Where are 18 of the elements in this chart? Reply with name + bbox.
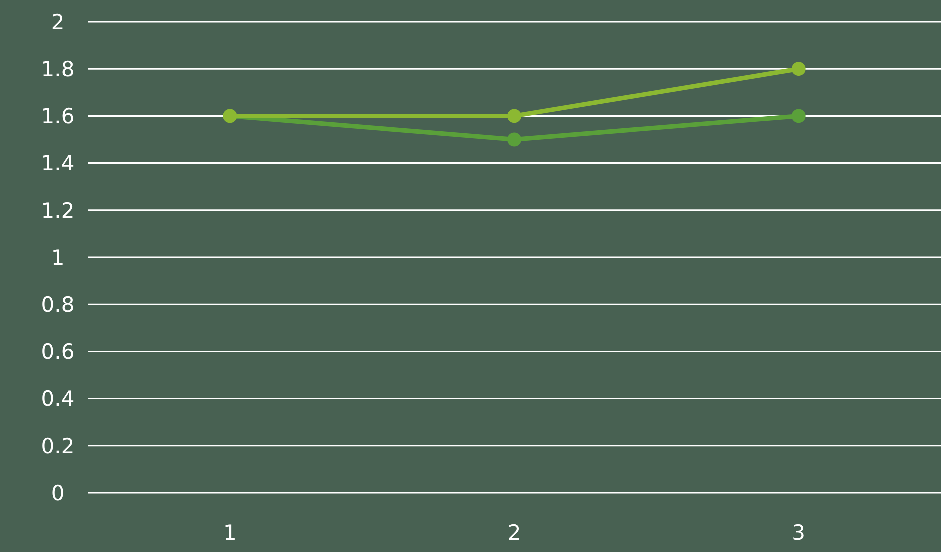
y-tick-label: 0.2	[41, 434, 75, 458]
y-tick-label: 0	[51, 481, 65, 506]
point	[508, 132, 522, 147]
point	[792, 62, 806, 76]
y-tick-label: 1.8	[41, 57, 75, 82]
y-tick-label: 1.4	[41, 152, 75, 176]
x-tick-label: 1	[223, 521, 237, 545]
y-tick-label: 1.6	[41, 104, 75, 129]
x-tick-label: 3	[792, 521, 806, 545]
x-tick-label: 2	[508, 521, 522, 545]
y-tick-label: 1.2	[41, 198, 75, 223]
y-tick-label: 1	[51, 246, 65, 270]
y-tick-label: 2	[51, 10, 65, 34]
y-tick-label: 0.6	[41, 340, 75, 364]
y-tick-label: 0.8	[41, 292, 75, 317]
point	[792, 109, 806, 124]
point	[508, 109, 522, 124]
y-tick-label: 0.4	[41, 387, 75, 412]
